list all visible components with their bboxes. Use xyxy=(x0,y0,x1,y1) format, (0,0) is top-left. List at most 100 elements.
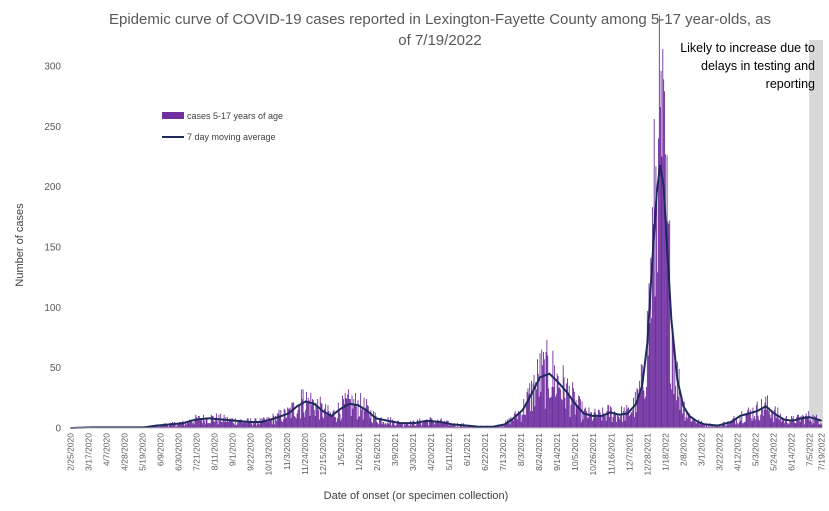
case-bar xyxy=(521,414,523,428)
case-bar xyxy=(442,423,444,428)
case-bar xyxy=(737,423,738,428)
case-bar xyxy=(235,425,237,428)
case-bar xyxy=(320,402,322,428)
case-bar xyxy=(581,401,583,428)
case-bar xyxy=(184,425,186,428)
case-bar xyxy=(523,399,525,428)
case-bar xyxy=(446,420,448,428)
case-bar xyxy=(568,385,570,428)
x-tick-label: 4/20/2021 xyxy=(426,433,436,471)
case-bar xyxy=(432,421,434,428)
case-bar xyxy=(735,424,737,428)
case-bar xyxy=(567,394,569,428)
case-bar xyxy=(439,419,441,428)
case-bar xyxy=(360,393,362,428)
case-bar xyxy=(552,350,554,428)
case-bar xyxy=(247,418,249,428)
case-bar xyxy=(555,396,556,428)
case-bar xyxy=(285,418,287,428)
x-tick-label: 12/28/2021 xyxy=(642,433,652,476)
case-bar xyxy=(512,419,513,428)
case-bar xyxy=(592,418,594,428)
case-bar xyxy=(458,426,460,428)
case-bar xyxy=(178,423,180,428)
case-bar xyxy=(584,408,586,428)
case-bar xyxy=(345,397,347,428)
x-tick-label: 3/1/2022 xyxy=(696,433,706,466)
case-bar xyxy=(371,421,373,428)
case-bar xyxy=(728,424,730,428)
case-bar xyxy=(277,413,279,428)
case-bar xyxy=(230,419,232,428)
case-bar xyxy=(281,420,283,428)
case-bar xyxy=(211,415,213,428)
case-bar xyxy=(342,399,344,428)
case-bar xyxy=(192,421,194,428)
case-bar xyxy=(303,412,305,428)
case-bar xyxy=(389,420,391,428)
case-bar xyxy=(376,421,378,428)
y-tick-label: 50 xyxy=(50,363,62,374)
case-bar xyxy=(452,424,453,428)
case-bar xyxy=(169,423,171,428)
case-bar xyxy=(379,418,380,428)
case-bar xyxy=(540,391,542,428)
x-tick-label: 11/24/2020 xyxy=(300,433,310,475)
case-bar xyxy=(349,399,351,428)
case-bar xyxy=(316,405,318,428)
x-tick-label: 3/22/2022 xyxy=(714,433,724,471)
case-bar xyxy=(510,417,512,428)
case-bar xyxy=(702,423,704,428)
case-bar xyxy=(815,414,817,428)
case-bar xyxy=(740,420,742,428)
case-bar xyxy=(671,331,673,428)
case-bar xyxy=(249,423,251,428)
case-bar xyxy=(217,424,219,428)
case-bar xyxy=(761,399,762,428)
case-bar xyxy=(580,421,582,428)
case-bar xyxy=(554,365,556,428)
case-bar xyxy=(325,414,327,428)
case-bar xyxy=(411,423,413,428)
case-bar xyxy=(375,415,377,428)
case-bar xyxy=(564,397,566,428)
case-bar xyxy=(644,399,646,428)
case-bar xyxy=(212,415,214,428)
case-bar xyxy=(573,388,574,428)
case-bar xyxy=(729,421,731,428)
case-bar xyxy=(312,399,313,428)
case-bar xyxy=(175,426,177,428)
case-bar xyxy=(223,414,225,428)
case-bar xyxy=(391,425,392,428)
case-bar xyxy=(725,425,727,428)
case-bar xyxy=(660,70,662,428)
case-bar xyxy=(750,418,752,428)
case-bar xyxy=(453,423,455,428)
case-bar xyxy=(676,400,677,428)
case-bar xyxy=(814,415,816,428)
case-bar xyxy=(755,419,756,428)
legend-label-moving-average: 7 day moving average xyxy=(187,132,276,142)
case-bar xyxy=(338,409,340,428)
case-bar xyxy=(546,339,548,428)
case-bar xyxy=(216,420,218,428)
case-bar xyxy=(816,418,818,428)
case-bar xyxy=(620,413,622,428)
case-bar xyxy=(548,388,550,428)
case-bar xyxy=(514,411,516,428)
case-bar xyxy=(362,419,364,428)
case-bar xyxy=(221,421,223,428)
case-bar xyxy=(250,418,252,428)
case-bar xyxy=(652,207,653,428)
case-bar xyxy=(177,423,179,428)
case-bar xyxy=(465,425,467,428)
case-bar xyxy=(264,418,265,428)
case-bar xyxy=(367,405,368,428)
case-bar xyxy=(563,377,565,428)
case-bar xyxy=(770,418,772,428)
case-bar xyxy=(743,423,744,428)
case-bar xyxy=(678,368,680,428)
case-bar xyxy=(571,399,573,428)
case-bar xyxy=(377,423,379,428)
case-bar xyxy=(602,407,604,428)
